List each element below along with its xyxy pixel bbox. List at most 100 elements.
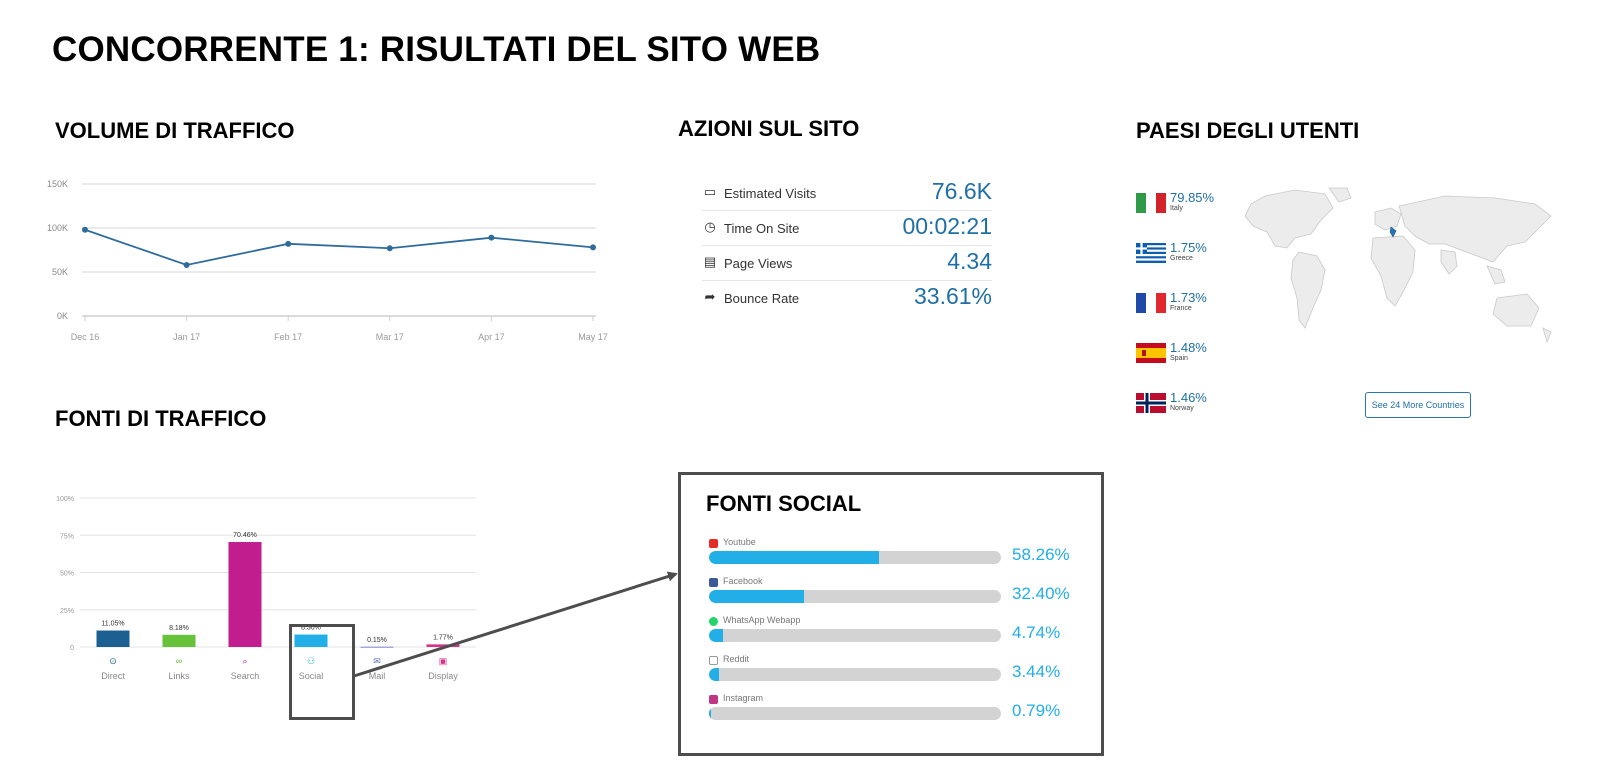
social-percentage: 0.79% bbox=[1012, 701, 1061, 720]
site-actions-title: AZIONI SUL SITO bbox=[678, 116, 860, 141]
social-progress-fill bbox=[709, 668, 720, 681]
metric-row-bounce-rate: ➦ Bounce Rate 33.61% bbox=[702, 281, 992, 315]
instagram-icon bbox=[709, 695, 718, 704]
bar-value-label: 8.36% bbox=[301, 625, 321, 632]
social-name: Reddit bbox=[723, 654, 750, 664]
data-point bbox=[488, 234, 495, 241]
country-item-italy: 79.85% Italy bbox=[1136, 190, 1256, 218]
spain-flag-icon bbox=[1136, 343, 1166, 363]
see-more-countries-button[interactable]: See 24 More Countries bbox=[1365, 392, 1471, 418]
bar-links bbox=[162, 634, 196, 647]
y-tick-label: 150K bbox=[47, 179, 68, 189]
x-tick-label: Social bbox=[299, 671, 324, 681]
metric-row-estimated-visits: ▭ Estimated Visits 76.6K bbox=[702, 176, 992, 211]
social-item-instagram: Instagram 0.79% bbox=[709, 693, 1089, 733]
country-percentage: 1.48% bbox=[1170, 340, 1207, 355]
metric-value: 4.34 bbox=[947, 248, 992, 274]
links-icon: ∞ bbox=[176, 656, 182, 666]
country-item-france: 1.73% France bbox=[1136, 290, 1256, 318]
x-tick-label: Feb 17 bbox=[274, 332, 302, 342]
monitor-icon: ▭ bbox=[703, 184, 717, 199]
y-tick-label: 0 bbox=[70, 645, 74, 652]
traffic-sources-title: FONTI DI TRAFFICO bbox=[55, 406, 267, 431]
mail-icon: ✉ bbox=[373, 656, 381, 666]
bar-value-label: 70.46% bbox=[233, 532, 257, 539]
social-name: Youtube bbox=[723, 537, 756, 547]
social-progress-fill bbox=[709, 629, 723, 642]
social-progress-bar bbox=[709, 590, 1001, 603]
country-item-norway: 1.46% Norway bbox=[1136, 390, 1256, 418]
y-tick-label: 100K bbox=[47, 223, 68, 233]
y-tick-label: 50% bbox=[60, 571, 74, 578]
bar-direct bbox=[96, 630, 130, 647]
metric-label: Bounce Rate bbox=[724, 291, 800, 306]
direct-icon: ⊙ bbox=[109, 656, 117, 666]
display-icon: ▣ bbox=[439, 656, 448, 666]
clock-icon: ◷ bbox=[704, 219, 716, 234]
x-tick-label: Display bbox=[428, 671, 458, 681]
metric-value: 00:02:21 bbox=[902, 213, 992, 239]
france-flag-icon bbox=[1136, 293, 1166, 313]
country-name: Norway bbox=[1170, 405, 1194, 412]
italy-flag-icon bbox=[1136, 193, 1166, 213]
metric-label: Time On Site bbox=[724, 221, 800, 236]
y-tick-label: 75% bbox=[60, 533, 74, 540]
social-name: Instagram bbox=[723, 693, 764, 703]
social-percentage: 4.74% bbox=[1012, 623, 1061, 642]
social-progress-bar bbox=[709, 629, 1001, 642]
social-sources-panel: FONTI SOCIAL Youtube 58.26% Facebook 32.… bbox=[678, 472, 1104, 756]
data-point bbox=[590, 244, 596, 251]
social-icon: ⚇ bbox=[307, 656, 315, 666]
x-tick-label: Dec 16 bbox=[71, 332, 100, 342]
data-point bbox=[82, 226, 88, 233]
youtube-icon bbox=[709, 539, 718, 548]
greece-flag-icon bbox=[1136, 243, 1166, 263]
metric-label: Page Views bbox=[724, 256, 793, 271]
data-point bbox=[386, 245, 393, 252]
y-tick-label: 100% bbox=[56, 496, 74, 503]
bar-value-label: 1.77% bbox=[433, 634, 453, 641]
country-name: Greece bbox=[1170, 255, 1193, 262]
traffic-sources-bar-chart: 0 25% 50% 75% 100% 11.05% ⊙ Direct 8.18% ∞ Links 70… bbox=[56, 496, 476, 681]
whatsapp-icon bbox=[709, 617, 718, 626]
social-progress-bar bbox=[709, 551, 1001, 564]
page-title: CONCORRENTE 1: RISULTATI DEL SITO WEB bbox=[52, 30, 821, 69]
user-countries-title: PAESI DEGLI UTENTI bbox=[1136, 118, 1360, 143]
social-item-youtube: Youtube 58.26% bbox=[709, 537, 1089, 577]
bar-value-label: 8.18% bbox=[169, 625, 189, 632]
traffic-volume-title: VOLUME DI TRAFFICO bbox=[55, 118, 295, 143]
metric-row-time-on-site: ◷ Time On Site 00:02:21 bbox=[702, 211, 992, 246]
bar-display bbox=[426, 644, 460, 647]
social-highlight-box bbox=[289, 624, 355, 720]
facebook-icon bbox=[709, 578, 718, 587]
bar-social bbox=[294, 634, 328, 647]
bounce-arrow-icon: ➦ bbox=[704, 289, 716, 304]
reddit-icon bbox=[709, 656, 718, 665]
bar-mail bbox=[360, 646, 394, 648]
social-progress-bar bbox=[709, 707, 1001, 720]
x-tick-label: Direct bbox=[101, 671, 125, 681]
social-item-whatsapp: WhatsApp Webapp 4.74% bbox=[709, 615, 1089, 655]
social-percentage: 3.44% bbox=[1012, 662, 1061, 681]
country-name: Italy bbox=[1170, 205, 1183, 212]
metric-value: 76.6K bbox=[931, 178, 992, 204]
bar-value-label: 0.15% bbox=[367, 637, 387, 644]
country-name: France bbox=[1170, 305, 1192, 312]
connector-arrow bbox=[353, 571, 678, 678]
country-name: Spain bbox=[1170, 355, 1188, 362]
pages-icon: ▤ bbox=[703, 254, 717, 269]
world-map-image bbox=[1244, 187, 1552, 344]
y-tick-label: 25% bbox=[60, 608, 74, 615]
social-progress-fill bbox=[709, 707, 712, 720]
data-point bbox=[183, 261, 190, 268]
y-tick-label: 50K bbox=[52, 267, 68, 277]
social-item-facebook: Facebook 32.40% bbox=[709, 576, 1089, 616]
x-tick-label: Jan 17 bbox=[173, 332, 200, 342]
country-item-spain: 1.48% Spain bbox=[1136, 340, 1256, 368]
country-percentage: 79.85% bbox=[1170, 190, 1215, 205]
norway-flag-icon bbox=[1136, 393, 1166, 413]
data-point bbox=[285, 240, 292, 247]
country-percentage: 1.73% bbox=[1170, 290, 1207, 305]
country-percentage: 1.75% bbox=[1170, 240, 1207, 255]
social-name: Facebook bbox=[723, 576, 763, 586]
